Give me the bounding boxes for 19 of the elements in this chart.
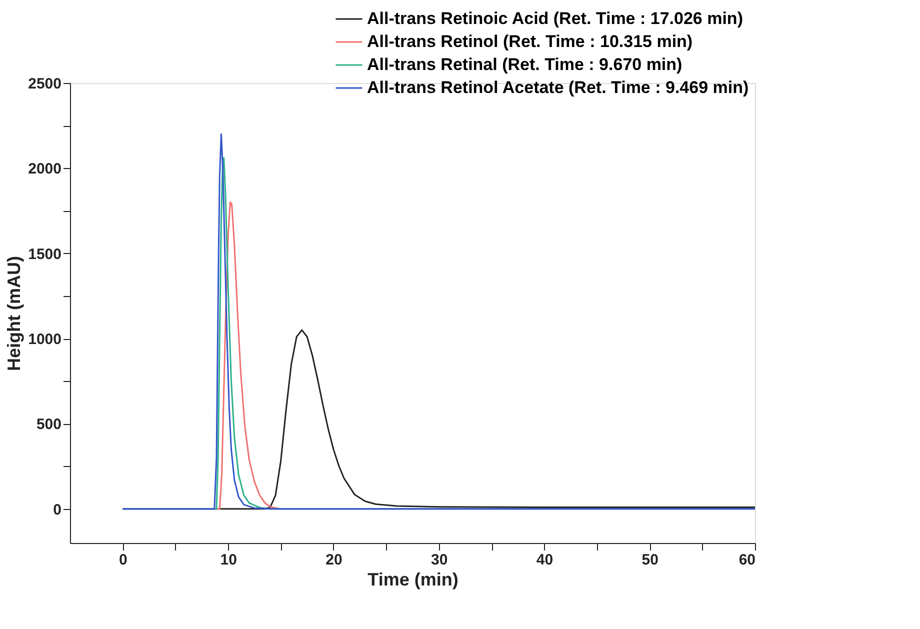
y-tick-label: 2000 (28, 160, 62, 178)
x-tick-label: 50 (642, 552, 658, 568)
legend-label: All-trans Retinol (Ret. Time : 10.315 min) (367, 32, 693, 51)
x-tick-label: 20 (326, 552, 342, 568)
legend-label: All-trans Retinol Acetate (Ret. Time : 9.469 min) (367, 78, 749, 97)
y-tick-label: 0 (53, 501, 62, 518)
y-tick-label: 1000 (28, 331, 62, 348)
y-tick-label: 2500 (28, 76, 62, 92)
y-axis-title: Height (mAU) (4, 256, 24, 371)
x-tick-label: 0 (119, 552, 128, 568)
legend-label: All-trans Retinoic Acid (Ret. Time : 17.026 min) (367, 9, 743, 28)
y-tick-label: 500 (36, 416, 62, 434)
x-tick-label: 10 (220, 552, 237, 568)
legend-label: All-trans Retinal (Ret. Time : 9.670 min) (367, 55, 682, 74)
x-tick-label: 60 (738, 552, 756, 568)
x-axis-title: Time (min) (368, 570, 458, 590)
x-tick-label: 40 (536, 552, 554, 568)
x-tick-label: 30 (431, 552, 448, 568)
y-tick-label: 1500 (28, 246, 62, 263)
